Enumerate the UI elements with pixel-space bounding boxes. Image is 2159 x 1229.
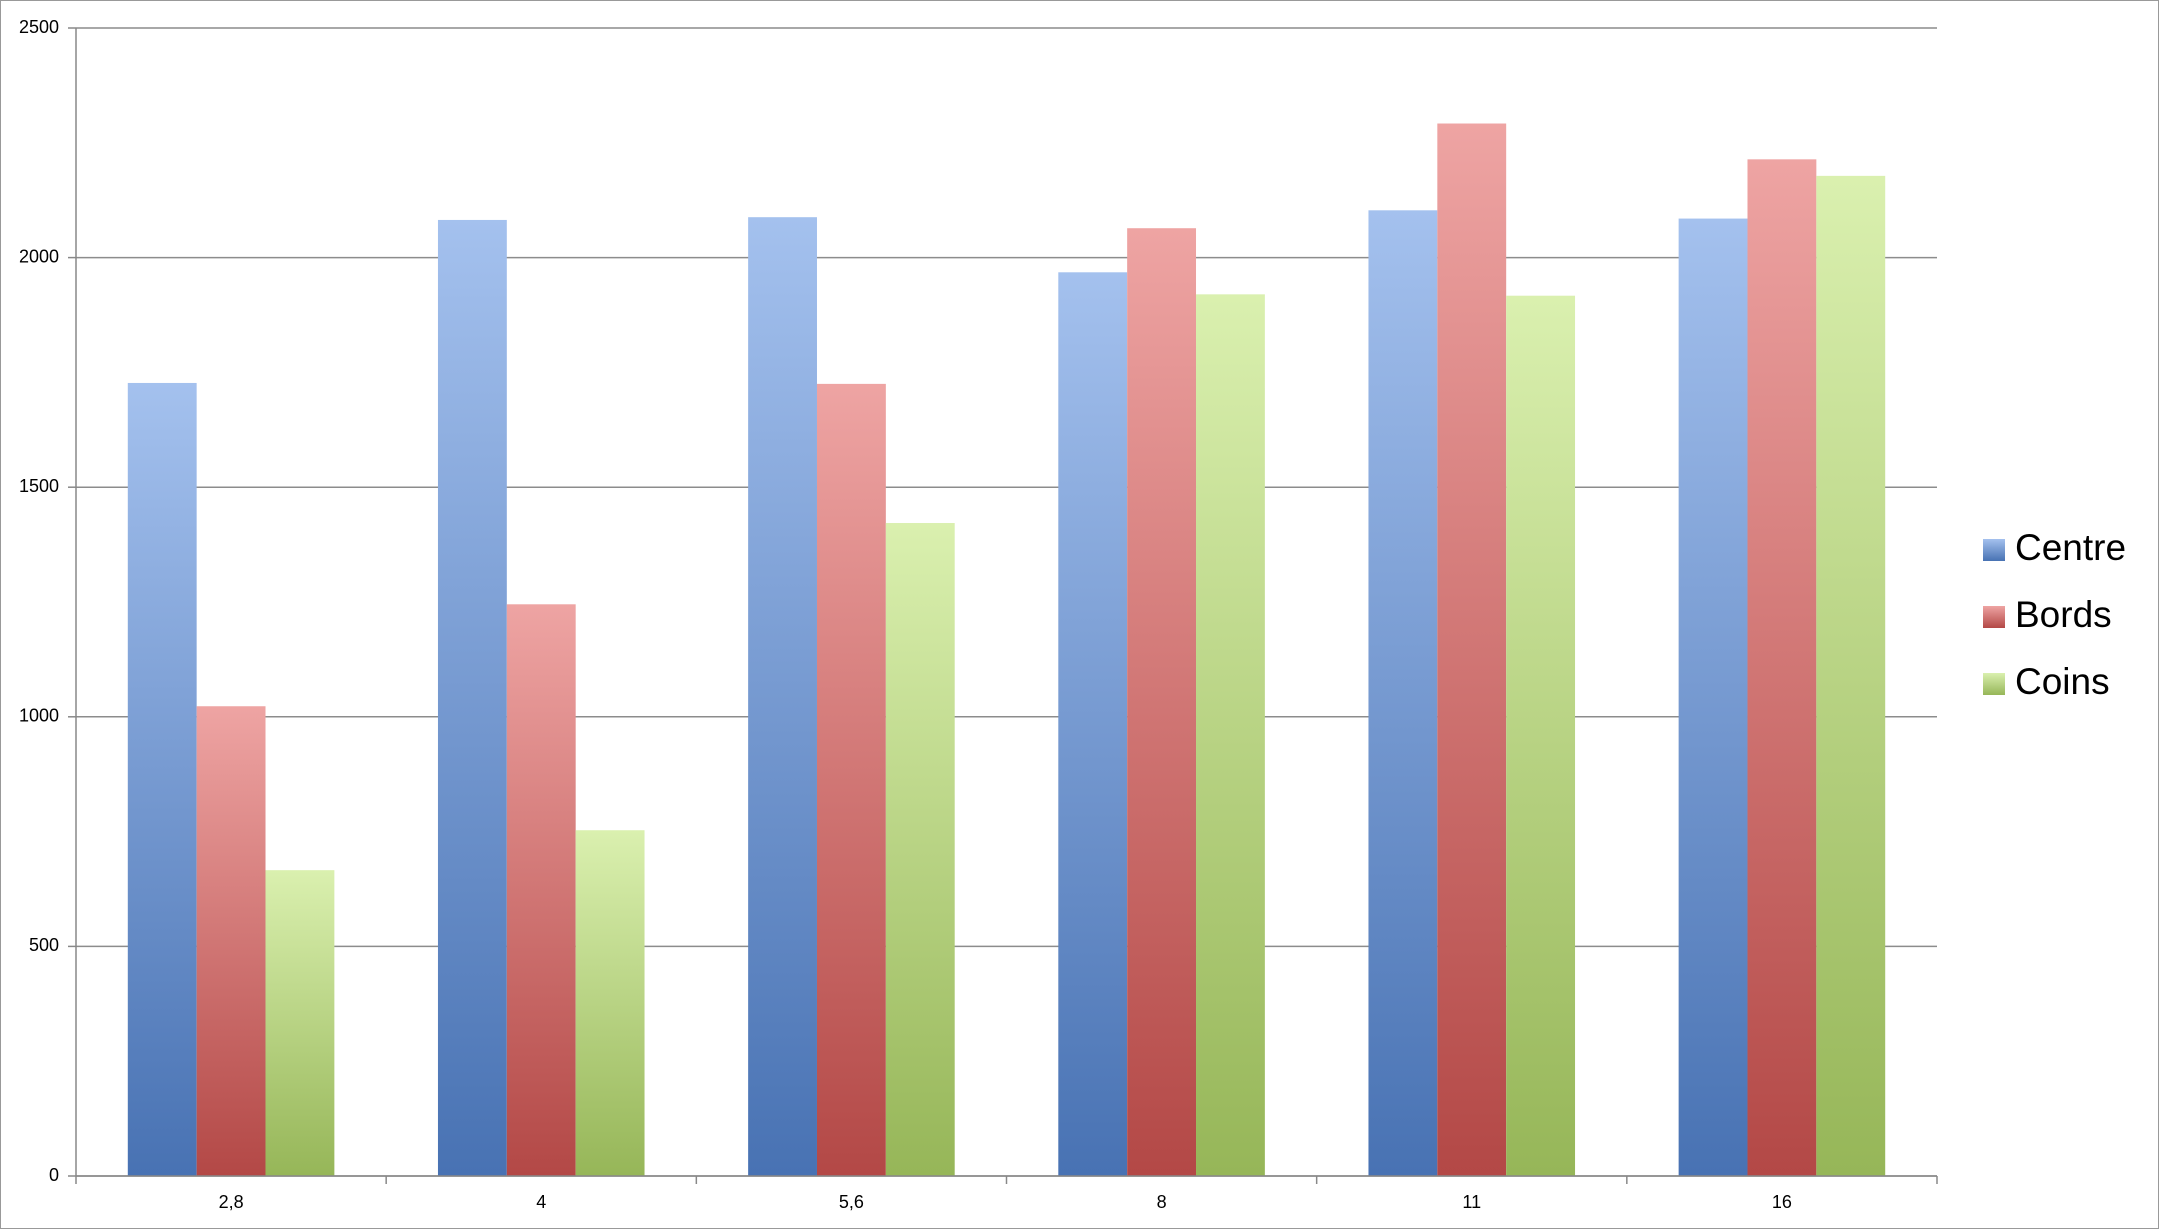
bar: [506, 604, 576, 1176]
bar: [1816, 175, 1886, 1176]
legend-label: Coins: [2015, 661, 2110, 702]
bar: [437, 219, 507, 1176]
bar: [885, 523, 955, 1176]
legend-swatch: [1983, 539, 2005, 561]
bar: [1437, 123, 1507, 1177]
bar: [748, 217, 817, 1176]
y-tick-label: 500: [29, 935, 59, 955]
y-tick-label: 0: [49, 1165, 59, 1185]
y-tick-label: 1500: [19, 476, 59, 496]
bar: [1127, 228, 1197, 1177]
x-tick-label: 8: [1157, 1192, 1167, 1212]
bar: [1058, 272, 1128, 1176]
bar: [1368, 210, 1438, 1177]
legend-label: Centre: [2015, 527, 2126, 568]
bar: [265, 870, 335, 1176]
x-tick-label: 4: [536, 1192, 546, 1212]
y-tick-label: 2000: [19, 246, 59, 266]
y-tick-label: 1000: [19, 706, 59, 726]
bar: [575, 830, 645, 1176]
x-tick-label: 11: [1462, 1192, 1481, 1212]
bar: [1747, 159, 1817, 1177]
legend-swatch: [1983, 673, 2005, 695]
bar: [816, 383, 886, 1176]
x-tick-label: 2,8: [219, 1192, 244, 1212]
bar: [1196, 294, 1265, 1176]
bar: [1678, 218, 1748, 1176]
bar: [127, 382, 197, 1176]
bar: [1506, 295, 1576, 1176]
bar: [196, 706, 266, 1176]
legend-label: Bords: [2015, 594, 2112, 635]
legend-swatch: [1983, 606, 2005, 628]
x-tick-label: 16: [1772, 1192, 1792, 1212]
y-tick-label: 2500: [19, 17, 59, 37]
x-tick-label: 5,6: [839, 1192, 864, 1212]
